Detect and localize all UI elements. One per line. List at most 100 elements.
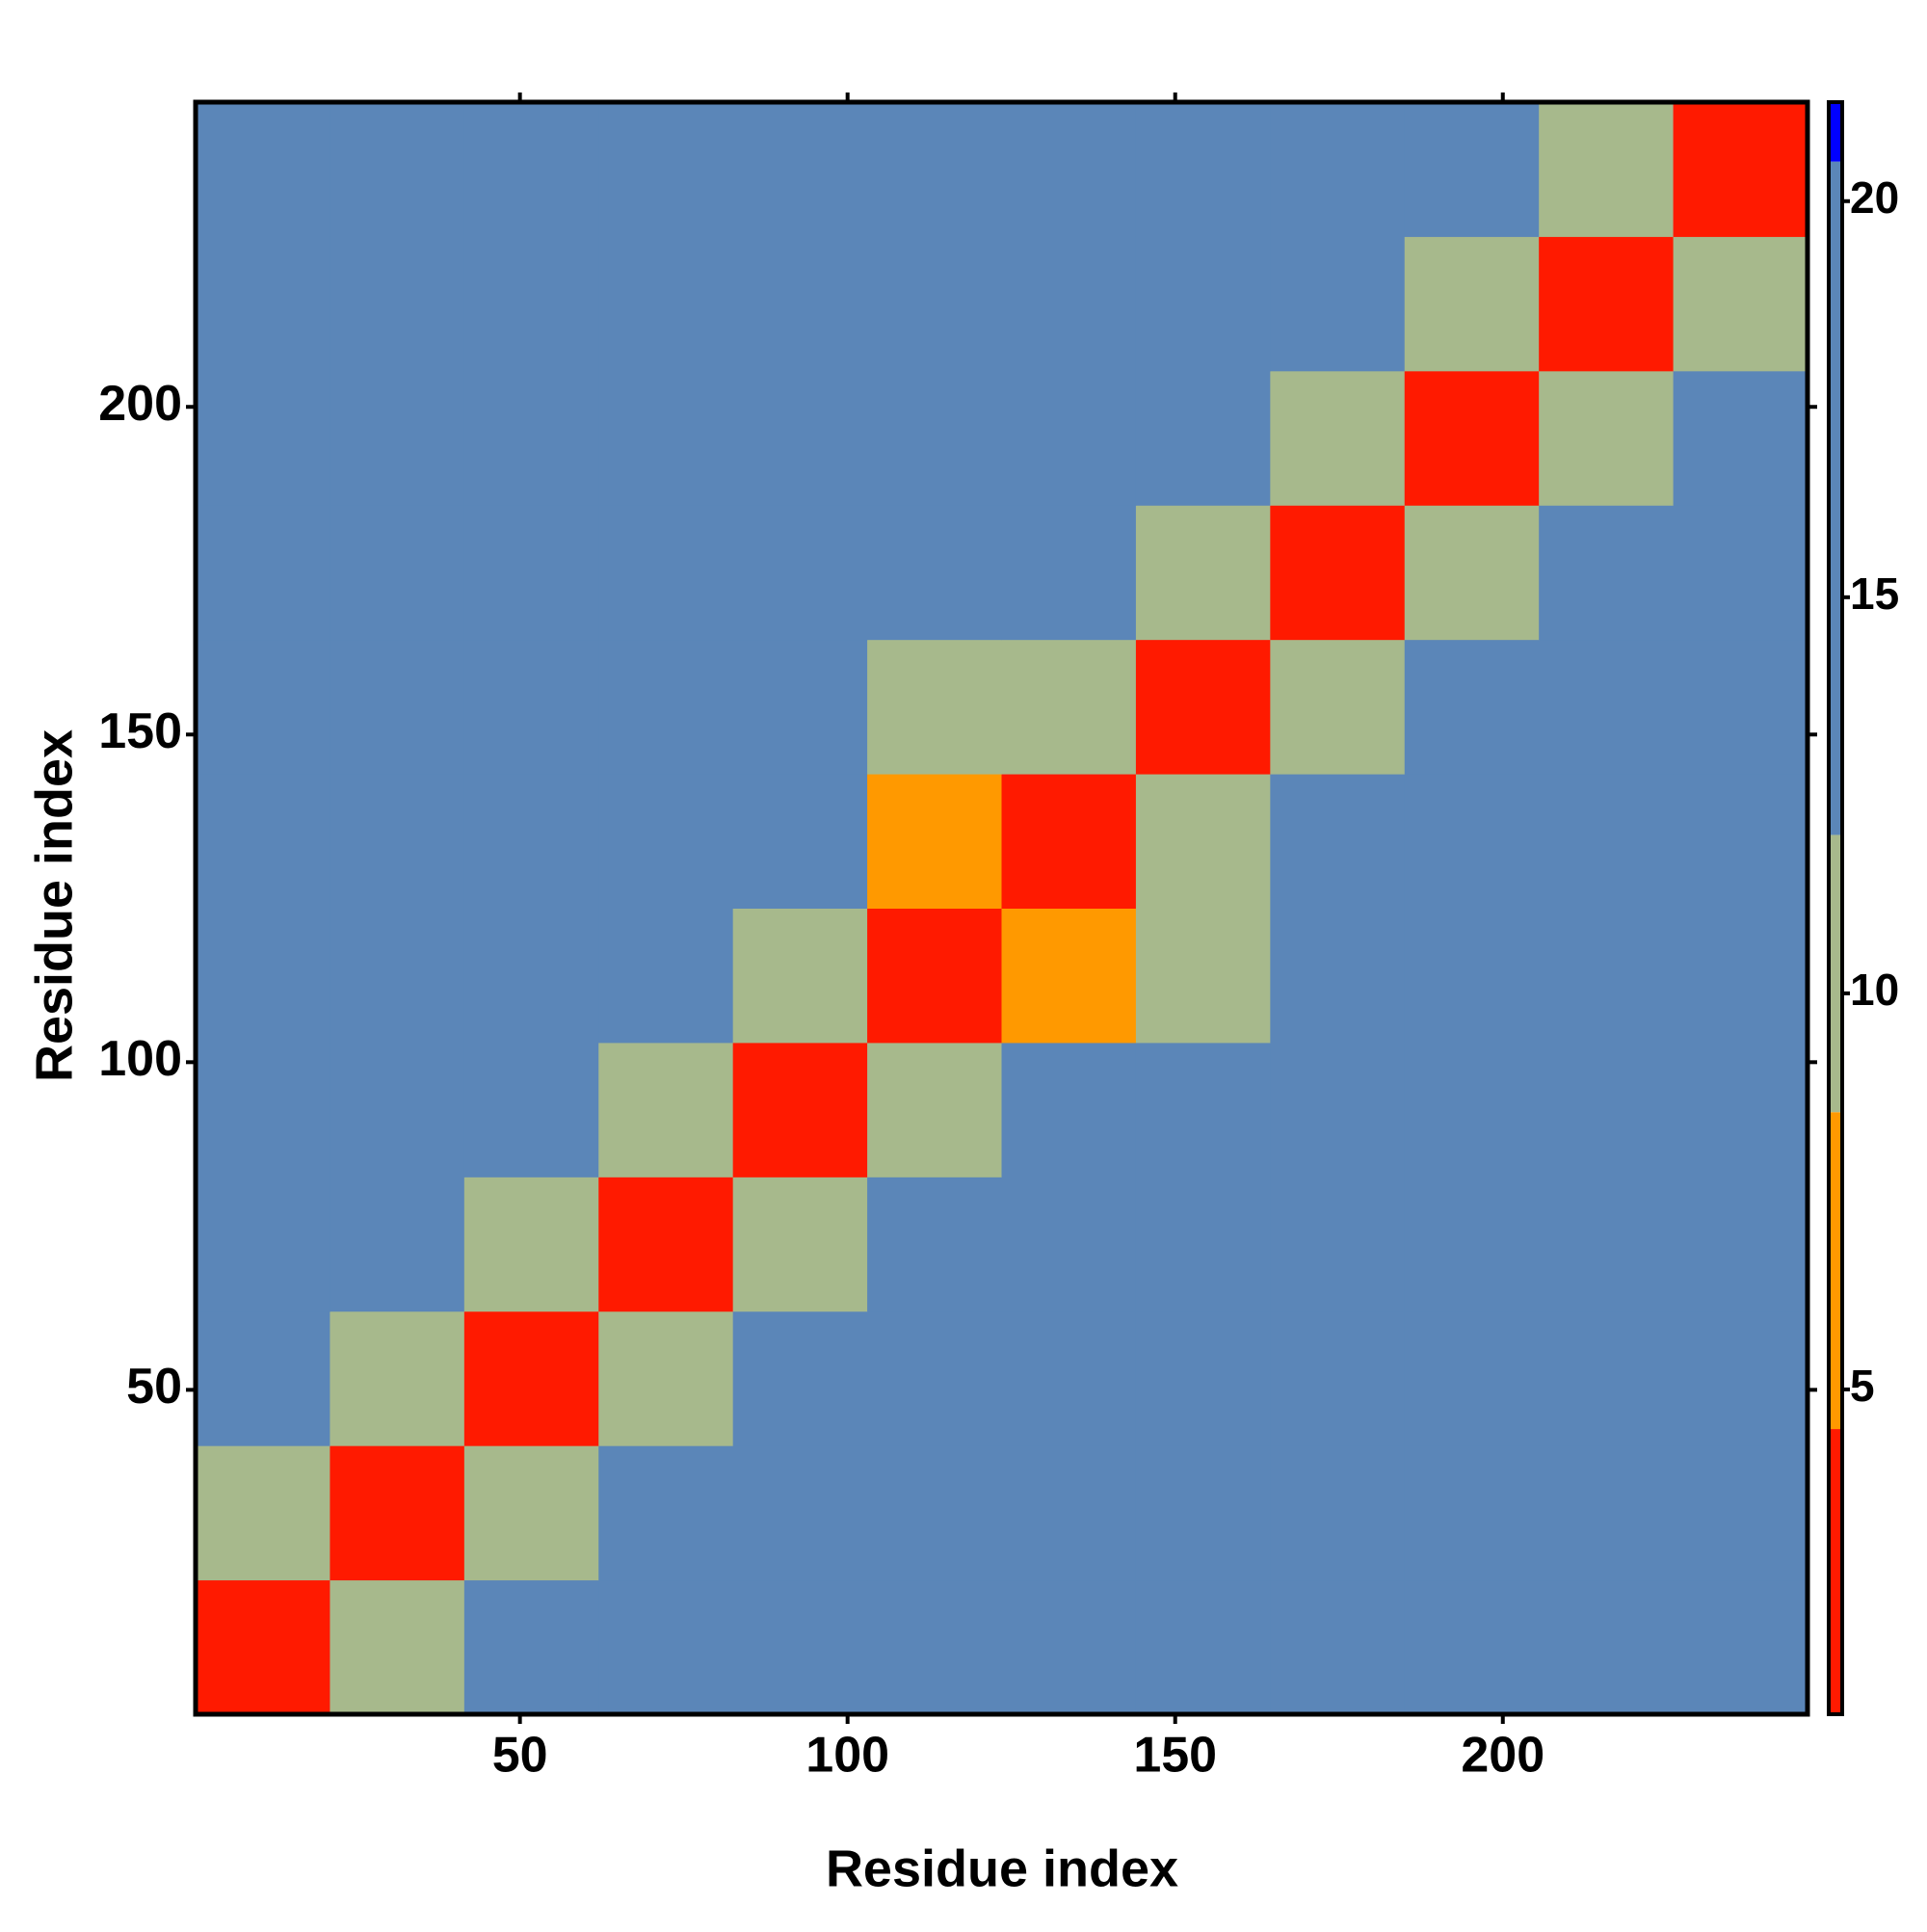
heatmap-cell (598, 774, 734, 909)
colorbar-tick-label: 15 (1850, 569, 1899, 619)
y-tick-label: 150 (98, 703, 182, 759)
heatmap-cell (1001, 774, 1137, 909)
heatmap-cell (463, 1177, 599, 1312)
heatmap-cell (732, 102, 868, 237)
heatmap-cell (1001, 639, 1137, 775)
heatmap-cell (1539, 505, 1675, 641)
heatmap-cell (867, 370, 1002, 506)
heatmap-cell (1539, 1445, 1675, 1581)
heatmap-cell (867, 774, 1002, 909)
heatmap-cell (330, 1579, 465, 1715)
heatmap-cell (1135, 1310, 1271, 1446)
heatmap-cell (1404, 1445, 1540, 1581)
heatmap-cell (867, 505, 1002, 641)
heatmap-cell (330, 1177, 465, 1312)
heatmap-cell (1673, 505, 1808, 641)
heatmap-cell (1270, 236, 1406, 372)
heatmap-cell (1539, 236, 1675, 372)
heatmap-cell (732, 639, 868, 775)
y-axis-title: Residue index (25, 729, 83, 1082)
heatmap-cell (330, 639, 465, 775)
heatmap-cell (867, 908, 1002, 1044)
plot-frame (193, 99, 1810, 1717)
heatmap-cell (1270, 1445, 1406, 1581)
heatmap-cell (196, 370, 330, 506)
heatmap-cell (1270, 370, 1406, 506)
colorbar-band (1829, 102, 1842, 162)
heatmap-cell (1270, 774, 1406, 909)
heatmap-cell (463, 1310, 599, 1446)
heatmap-cell (330, 908, 465, 1044)
y-tick-label: 50 (126, 1359, 182, 1415)
x-tick-label: 150 (1133, 1728, 1217, 1784)
heatmap-cell (1539, 774, 1675, 909)
heatmap-cell (1404, 774, 1540, 909)
heatmap-cell (330, 370, 465, 506)
heatmap-cell (732, 236, 868, 372)
heatmap-cell (196, 774, 330, 909)
heatmap-cell (1673, 102, 1808, 237)
heatmap-cell (463, 774, 599, 909)
heatmap-cell (1135, 1445, 1271, 1581)
heatmap-cell (1270, 1310, 1406, 1446)
heatmap-cell (732, 505, 868, 641)
heatmap-cell (732, 1579, 868, 1715)
heatmap-cell (598, 236, 734, 372)
heatmap-cell (196, 908, 330, 1044)
heatmap-cell (598, 102, 734, 237)
heatmap-cell (1270, 1042, 1406, 1178)
colorbar-tick-label: 10 (1850, 965, 1899, 1015)
heatmap-cell (732, 1445, 868, 1581)
heatmap-cell (867, 236, 1002, 372)
heatmap-cell (1270, 639, 1406, 775)
heatmap-cell (330, 102, 465, 237)
heatmap-cell (732, 774, 868, 909)
heatmap-cell (196, 1042, 330, 1178)
heatmap-cell (330, 774, 465, 909)
heatmap-cell (732, 370, 868, 506)
heatmap-cell (1001, 908, 1137, 1044)
heatmap-cell (1673, 370, 1808, 506)
heatmap-cell (1001, 1579, 1137, 1715)
heatmap-cell (1404, 1042, 1540, 1178)
heatmap-cell (463, 908, 599, 1044)
heatmap-cell (1539, 102, 1675, 237)
heatmap-cell (867, 1579, 1002, 1715)
heatmap-cell (1270, 505, 1406, 641)
heatmap-cell (732, 1042, 868, 1178)
heatmap-cell (1135, 505, 1271, 641)
heatmap-cell (1270, 102, 1406, 237)
heatmap-cell (463, 236, 599, 372)
heatmap-cell (1673, 774, 1808, 909)
heatmap-cell (867, 639, 1002, 775)
heatmap-cell (1673, 1445, 1808, 1581)
heatmap-cell (1673, 639, 1808, 775)
heatmap-cell (196, 1310, 330, 1446)
heatmap-cell (1673, 1579, 1808, 1715)
heatmap-cell (196, 639, 330, 775)
heatmap-cell (1135, 102, 1271, 237)
heatmap-cell (1135, 1579, 1271, 1715)
heatmap-cell (1135, 774, 1271, 909)
heatmap-cell (1539, 908, 1675, 1044)
heatmap-cell (1404, 236, 1540, 372)
heatmap-cell (1001, 1177, 1137, 1312)
heatmap-cell (196, 1177, 330, 1312)
heatmap-cell (1539, 1310, 1675, 1446)
heatmap-cell (598, 1042, 734, 1178)
colorbar-band (1829, 834, 1842, 1113)
heatmap-cell (1404, 505, 1540, 641)
heatmap-cell (1673, 236, 1808, 372)
x-tick-label: 200 (1461, 1728, 1544, 1784)
x-tick-label: 50 (492, 1728, 548, 1784)
heatmap-cell (732, 1177, 868, 1312)
heatmap-cell (1404, 908, 1540, 1044)
heatmap-cell (598, 370, 734, 506)
heatmap-cell (330, 505, 465, 641)
heatmap-cell (1539, 1579, 1675, 1715)
heatmap-cell (463, 1445, 599, 1581)
heatmap-cell (598, 639, 734, 775)
heatmap-cell (1673, 1177, 1808, 1312)
heatmap-cell (867, 102, 1002, 237)
